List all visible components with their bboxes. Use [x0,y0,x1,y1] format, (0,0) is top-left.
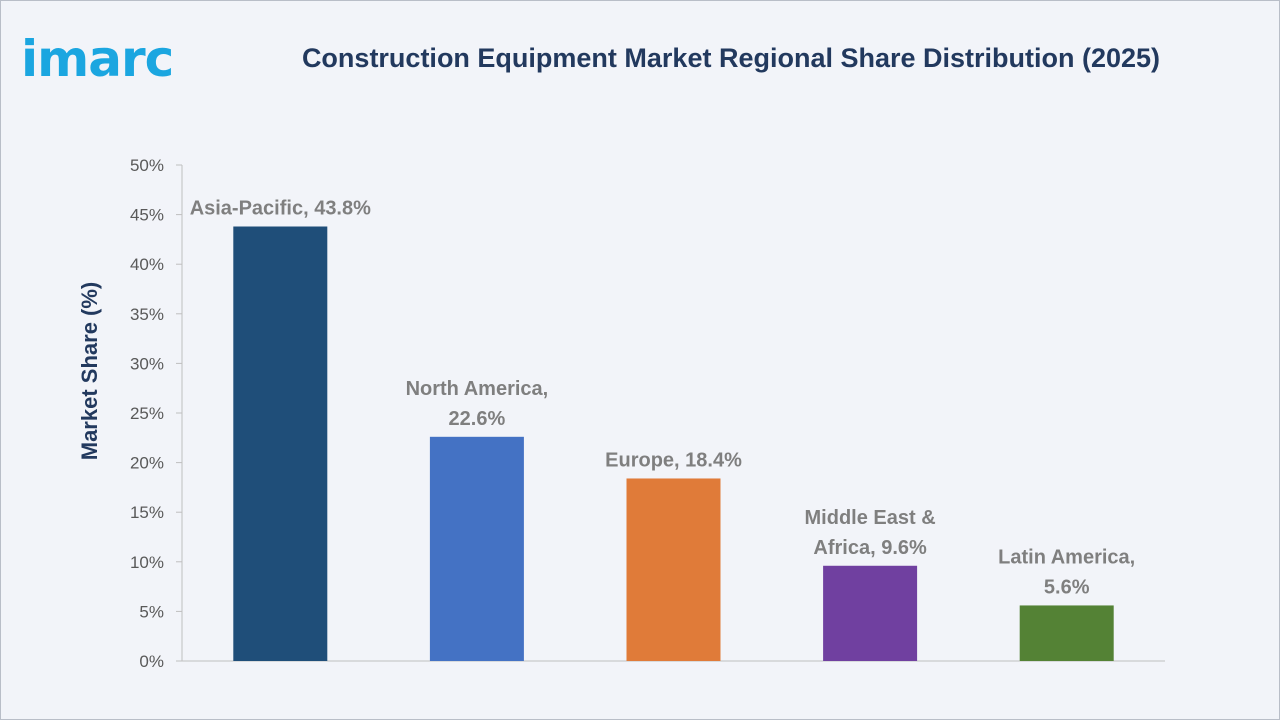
bar-data-label: Latin America, 5.6% [998,546,1135,598]
bar-data-label: Europe, 18.4% [605,449,742,471]
y-tick-label: 35% [130,305,164,324]
y-tick-label: 30% [130,354,164,373]
bar-data-label: Asia-Pacific, 43.8% [190,198,371,220]
y-tick-label: 25% [130,404,164,423]
bar-asia-pacific [233,226,328,661]
bar-north-america [429,436,524,661]
y-tick-label: 0% [139,652,164,671]
imarc-logo: imarc [21,30,174,88]
chart-bars [233,226,1114,661]
y-tick-label: 45% [130,206,164,225]
y-tick-label: 50% [130,156,164,175]
y-axis-label: Market Share (%) [77,282,102,461]
bar-latin-america [1019,605,1114,661]
chart-title: Construction Equipment Market Regional S… [301,43,1161,73]
bar-data-label: North America, 22.6% [406,378,549,430]
y-tick-label: 10% [130,553,164,572]
chart-axes: 0% 5% 10% 15% 20% 25% 30% 35% 40% 45% 50% [130,156,1165,671]
bar-middle-east-africa [823,565,918,661]
y-tick-label: 5% [139,602,164,621]
bar-europe [626,478,721,661]
y-tick-label: 15% [130,503,164,522]
chart-data-labels: Asia-Pacific, 43.8% North America, 22.6% Eu… [190,198,1136,599]
bar-data-label: Middle East & Africa, 9.6% [805,507,936,559]
y-tick-label: 20% [130,454,164,473]
y-tick-label: 40% [130,255,164,274]
